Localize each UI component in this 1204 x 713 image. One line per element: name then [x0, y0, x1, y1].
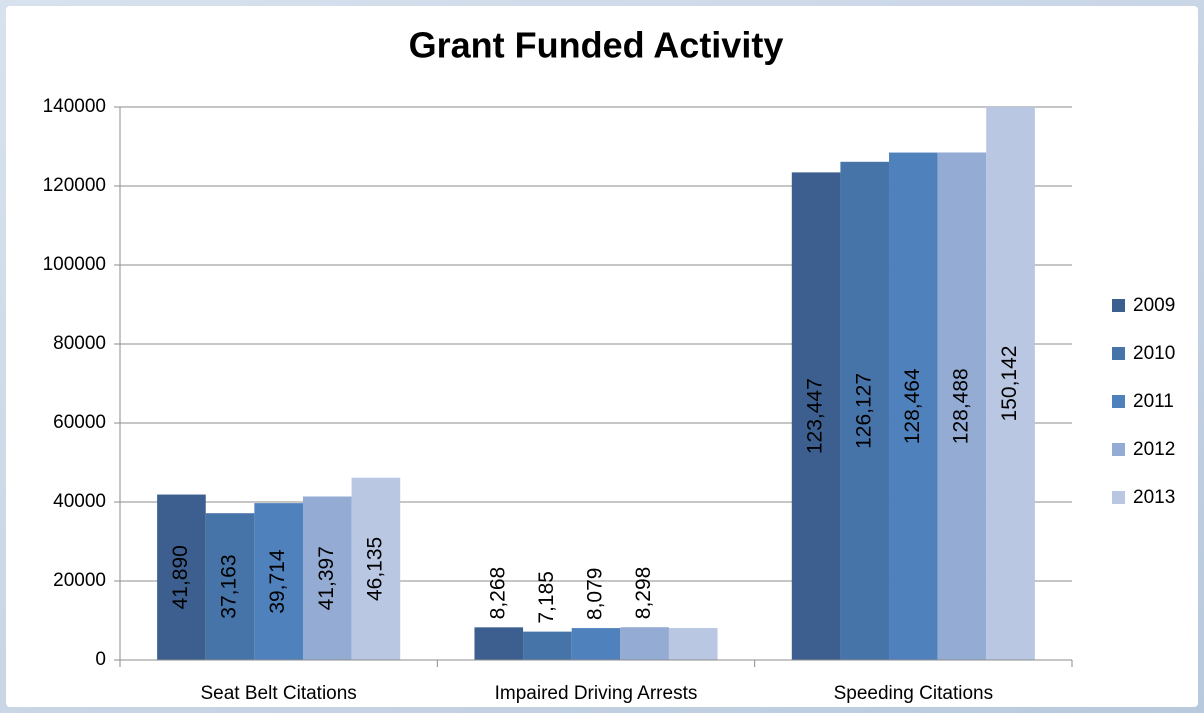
- data-label: 128,464: [901, 368, 924, 444]
- legend-label: 2009: [1133, 295, 1175, 316]
- bar: [205, 513, 255, 660]
- bar: [668, 628, 718, 660]
- data-label: 8,268: [486, 567, 509, 620]
- legend-swatch: [1112, 443, 1125, 456]
- y-tick-label: 80000: [53, 333, 106, 354]
- y-tick-label: 20000: [53, 570, 106, 591]
- bar: [302, 496, 352, 660]
- y-tick-label: 40000: [53, 491, 106, 512]
- y-tick-label: 60000: [53, 412, 106, 433]
- data-label: 39,714: [266, 549, 289, 614]
- data-label: 128,488: [949, 368, 972, 444]
- x-tick-label: Seat Belt Citations: [201, 683, 357, 704]
- y-tick-label: 120000: [43, 175, 106, 196]
- plot: [157, 107, 1035, 660]
- y-tick-label: 100000: [43, 254, 106, 275]
- legend-swatch: [1112, 395, 1125, 408]
- bar: [840, 161, 890, 660]
- data-label: 8,079: [584, 568, 607, 621]
- bar: [791, 172, 841, 660]
- legend-label: 2011: [1133, 391, 1174, 412]
- data-label: 150,142: [998, 346, 1021, 422]
- bar: [986, 107, 1035, 660]
- data-label: 7,185: [535, 571, 558, 624]
- bar: [937, 152, 987, 660]
- data-label: 8,298: [632, 567, 655, 620]
- y-tick-label: 0: [95, 649, 106, 670]
- legend-swatch: [1112, 491, 1125, 504]
- x-tick-label: Speeding Citations: [834, 683, 994, 704]
- bar: [157, 494, 206, 660]
- bar: [571, 628, 621, 660]
- y-tick-label: 140000: [43, 96, 106, 117]
- bar: [254, 503, 303, 660]
- legend-label: 2010: [1133, 343, 1175, 364]
- legend-label: 2013: [1133, 487, 1175, 508]
- bar: [474, 627, 524, 660]
- legend-swatch: [1112, 299, 1125, 312]
- data-label: 41,397: [315, 546, 338, 610]
- x-tick-label: Impaired Driving Arrests: [495, 683, 698, 704]
- legend-swatch: [1112, 347, 1125, 360]
- data-label: 123,447: [804, 378, 827, 454]
- legend-label: 2012: [1133, 439, 1175, 460]
- bar: [523, 631, 572, 660]
- bar: [889, 152, 938, 660]
- data-label: 46,135: [363, 537, 386, 601]
- data-label: 41,890: [169, 545, 192, 609]
- bar: [620, 627, 669, 660]
- chart-title: Grant Funded Activity: [409, 25, 784, 66]
- bar: [351, 477, 401, 660]
- data-label: 126,127: [852, 373, 875, 449]
- data-label: 37,163: [218, 554, 241, 618]
